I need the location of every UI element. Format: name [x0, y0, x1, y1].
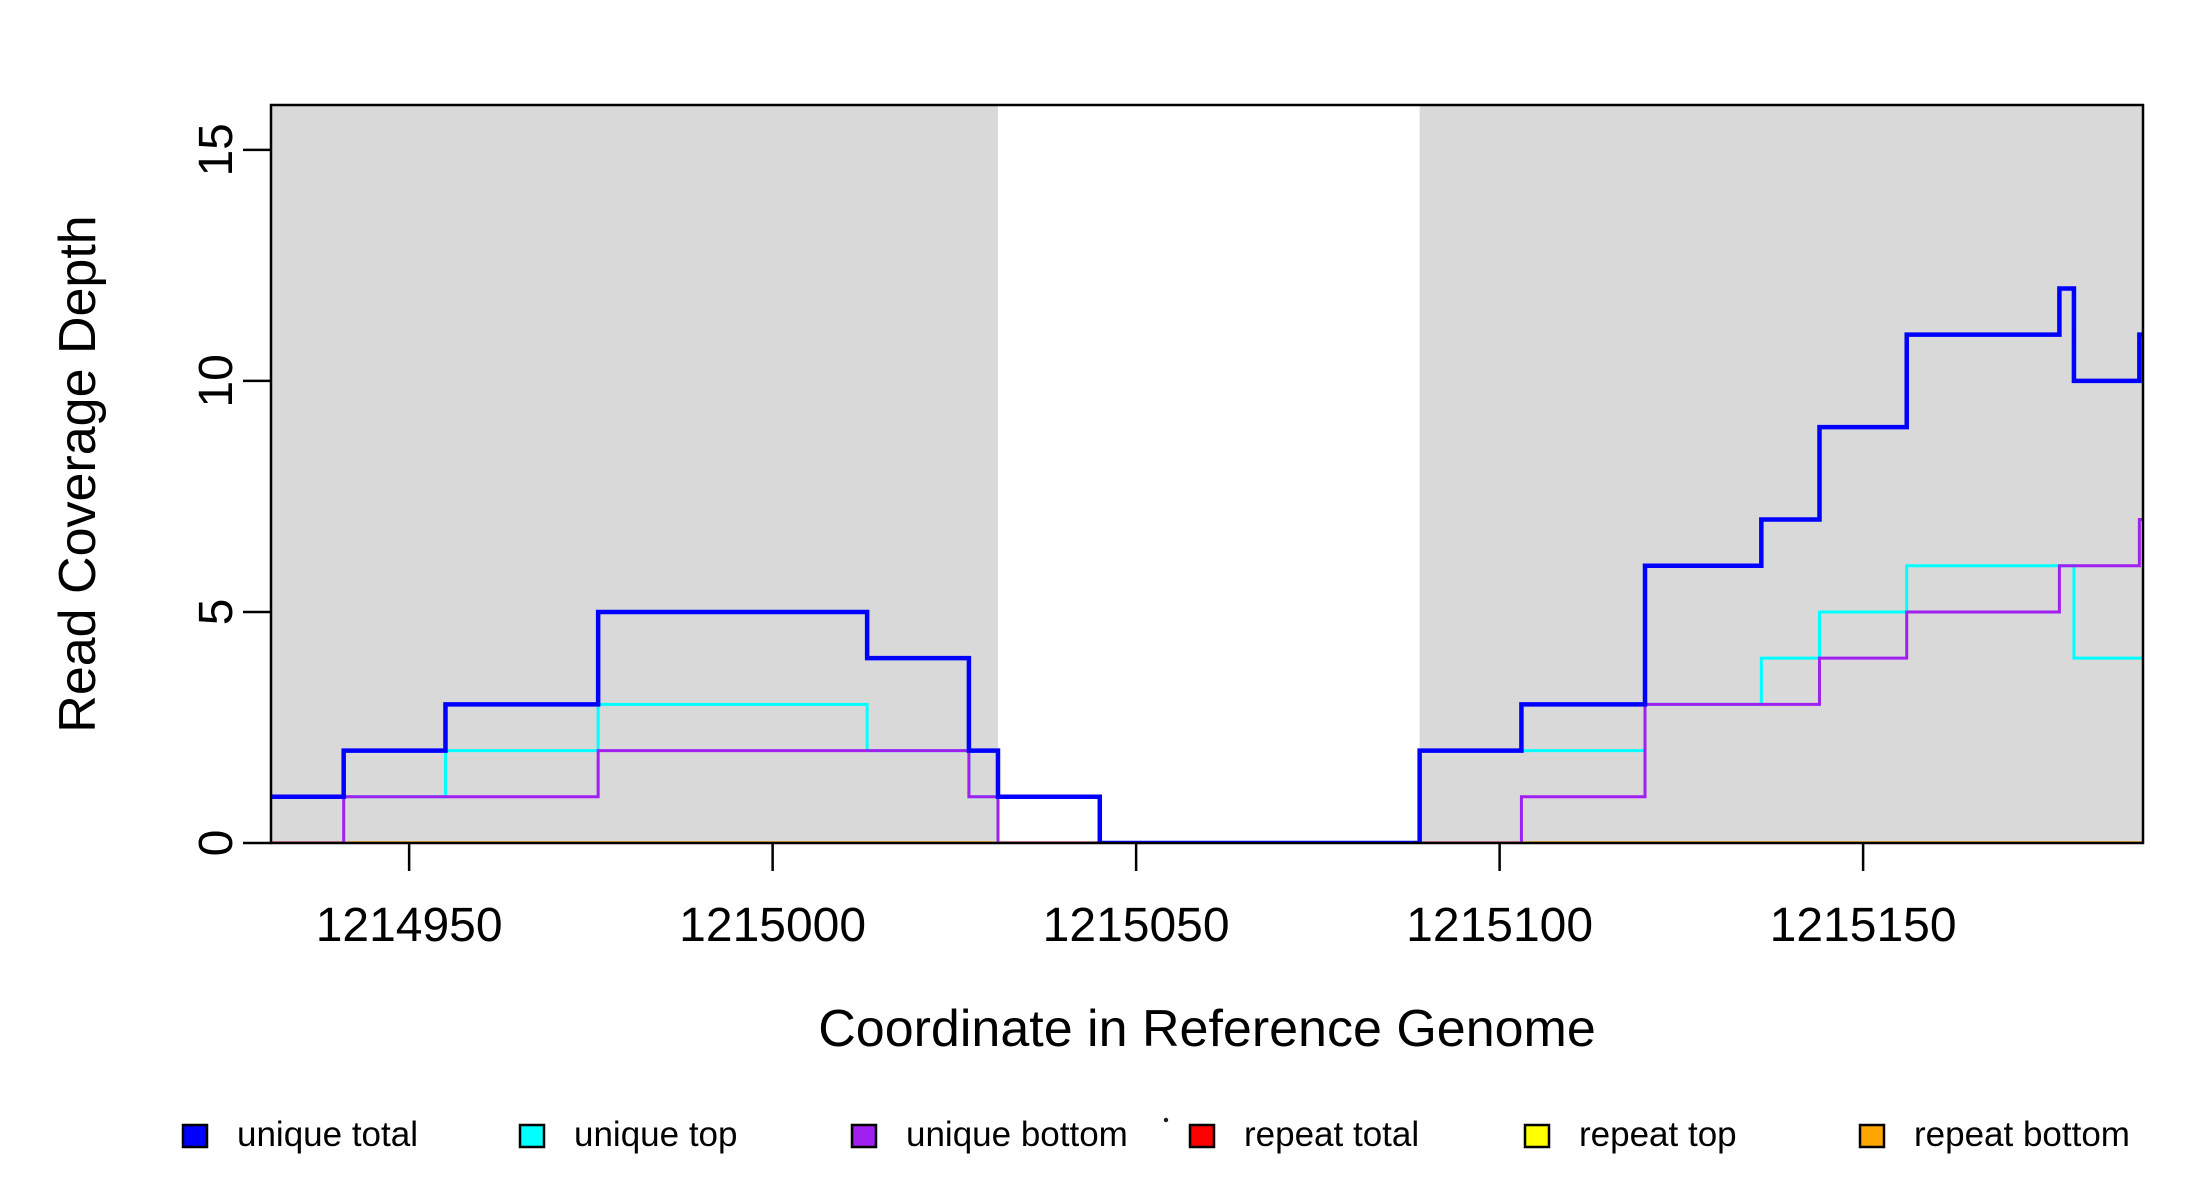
x-axis-tick-labels: 1214950 1215000 1215050 1215100 1215150 [316, 899, 1957, 952]
legend-item-repeat-total: repeat total [1188, 1115, 1419, 1154]
y-tick-label: 15 [190, 123, 243, 176]
series-line-unique-total [271, 286, 2143, 843]
legend-item-repeat-bottom: repeat bottom [1858, 1115, 2130, 1154]
legend-swatch-repeat-total [1188, 1123, 1216, 1149]
legend-swatch-repeat-bottom [1858, 1123, 1886, 1149]
legend-swatch-unique-top [518, 1123, 546, 1149]
stray-dot-mark [1163, 1117, 1169, 1123]
legend-label-repeat-bottom: repeat bottom [1914, 1115, 2130, 1154]
x-tick-label: 1215150 [1770, 899, 1957, 952]
x-tick-label: 1215000 [679, 899, 866, 952]
y-tick-label: 0 [190, 830, 243, 857]
legend-label-unique-bottom: unique bottom [906, 1115, 1128, 1154]
legend-label-repeat-top: repeat top [1579, 1115, 1737, 1154]
legend-label-unique-top: unique top [574, 1115, 737, 1154]
y-axis-ticks [243, 148, 271, 845]
shaded-region-2 [1419, 105, 2143, 843]
legend-label-repeat-total: repeat total [1244, 1115, 1419, 1154]
series-line-unique-bottom [271, 518, 2143, 843]
x-axis-title: Coordinate in Reference Genome [818, 1000, 1596, 1058]
legend-swatch-unique-bottom [850, 1123, 878, 1149]
y-axis-tick-labels: 0 5 10 15 [190, 123, 243, 856]
y-axis-title: Read Coverage Depth [49, 215, 107, 732]
legend-item-repeat-top: repeat top [1523, 1115, 1737, 1154]
plot-border [269, 103, 2145, 845]
x-tick-label: 1215100 [1406, 899, 1593, 952]
legend-item-unique-top: unique top [518, 1115, 737, 1154]
shaded-region-1 [271, 105, 998, 843]
y-tick-label: 5 [190, 599, 243, 626]
legend-swatch-unique-total [181, 1123, 209, 1149]
legend-item-unique-total: unique total [181, 1115, 418, 1154]
legend: unique total unique top unique bottom repea… [181, 1115, 2130, 1154]
legend-swatch-repeat-top [1523, 1123, 1551, 1149]
y-tick-label: 10 [190, 354, 243, 407]
x-tick-label: 1214950 [316, 899, 503, 952]
legend-label-unique-total: unique total [237, 1115, 418, 1154]
x-axis-ticks [407, 843, 1865, 871]
x-tick-label: 1215050 [1043, 899, 1230, 952]
legend-item-unique-bottom: unique bottom [850, 1115, 1128, 1154]
series-lines [271, 286, 2143, 843]
shaded-regions [271, 105, 2143, 843]
